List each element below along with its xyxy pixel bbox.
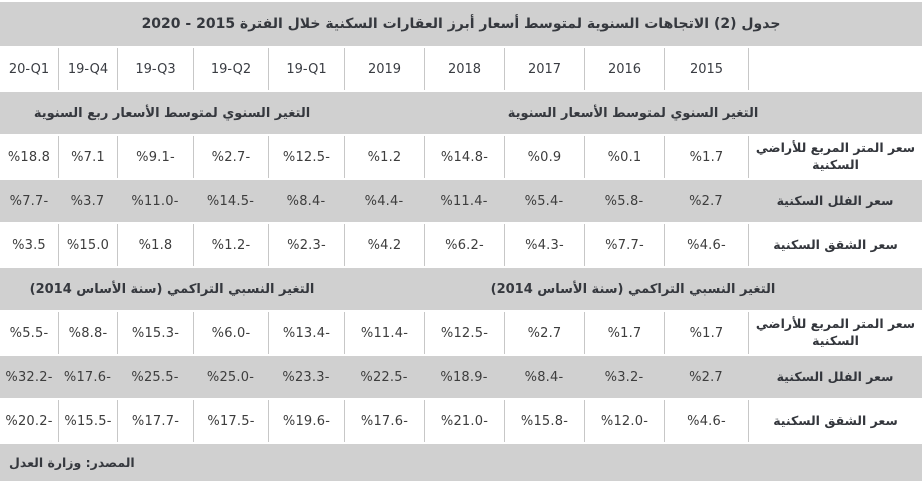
column-header: 2015 [664, 48, 748, 90]
table-row: %18.8 %7.1 %9.1- %2.7- %12.5- %1.2 %14.8… [0, 136, 922, 178]
data-cell: %1.7 [664, 136, 748, 178]
data-cell: %2.7 [504, 312, 584, 354]
data-cell: %1.2 [344, 136, 424, 178]
data-cell: %19.6- [268, 400, 344, 442]
data-cell: %8.4- [268, 180, 344, 222]
column-header: 2019 [344, 48, 424, 90]
row-label-villa-price: سعر الفلل السكنية [748, 180, 922, 222]
section-label-quarterly: التغير السنوي لمتوسط الأسعار ربع السنوية [0, 92, 344, 134]
data-cell: %25.5- [117, 356, 193, 398]
data-cell: %17.5- [193, 400, 268, 442]
data-cell: %2.7 [664, 180, 748, 222]
section-header-row-annual-change: التغير السنوي لمتوسط الأسعار ربع السنوية… [0, 92, 922, 134]
column-header: 2016 [584, 48, 664, 90]
section-label-annual: التغير السنوي لمتوسط الأسعار السنوية [344, 92, 922, 134]
column-header-empty [748, 48, 922, 90]
data-cell: %2.7 [664, 356, 748, 398]
data-cell: %5.5- [0, 312, 58, 354]
column-header-row: 20-Q1 19-Q4 19-Q3 19-Q2 19-Q1 2019 2018 … [0, 48, 922, 90]
data-cell: %15.5- [58, 400, 117, 442]
column-header: 19-Q4 [58, 48, 117, 90]
section-header-row-cumulative-change: التغير النسبي التراكمي (سنة الأساس 2014)… [0, 268, 922, 310]
data-cell: %4.3- [504, 224, 584, 266]
data-cell: %17.6- [58, 356, 117, 398]
data-cell: %4.6- [664, 224, 748, 266]
data-cell: %1.8 [117, 224, 193, 266]
data-cell: %12.5- [268, 136, 344, 178]
data-cell: %17.6- [344, 400, 424, 442]
data-cell: %1.7 [664, 312, 748, 354]
data-cell: %4.4- [344, 180, 424, 222]
section-label-cumulative-quarterly: التغير النسبي التراكمي (سنة الأساس 2014) [0, 268, 344, 310]
data-cell: %3.7 [58, 180, 117, 222]
source-note: المصدر: وزارة العدل [0, 444, 922, 481]
data-cell: %14.5- [193, 180, 268, 222]
data-cell: %18.9- [424, 356, 504, 398]
data-cell: %1.2- [193, 224, 268, 266]
data-cell: %20.2- [0, 400, 58, 442]
row-label-land-sqm-price: سعر المتر المربع للأراضي السكنية [748, 136, 922, 178]
data-cell: %8.8- [58, 312, 117, 354]
data-cell: %13.4- [268, 312, 344, 354]
data-cell: %0.9 [504, 136, 584, 178]
data-cell: %15.8- [504, 400, 584, 442]
data-cell: %7.7- [584, 224, 664, 266]
data-cell: %6.0- [193, 312, 268, 354]
data-cell: %5.8- [584, 180, 664, 222]
real-estate-price-table: 20-Q1 19-Q4 19-Q3 19-Q2 19-Q1 2019 2018 … [0, 46, 922, 444]
table-title: جدول (2) الاتجاهات السنوية لمتوسط أسعار … [0, 2, 922, 46]
table-row: %3.5 %15.0 %1.8 %1.2- %2.3- %4.2 %6.2- %… [0, 224, 922, 266]
data-cell: %17.7- [117, 400, 193, 442]
data-cell: %11.4- [344, 312, 424, 354]
data-cell: %9.1- [117, 136, 193, 178]
row-label-villa-price: سعر الفلل السكنية [748, 356, 922, 398]
column-header: 20-Q1 [0, 48, 58, 90]
data-cell: %8.4- [504, 356, 584, 398]
data-cell: %7.1 [58, 136, 117, 178]
data-cell: %11.4- [424, 180, 504, 222]
table-row: %32.2- %17.6- %25.5- %25.0- %23.3- %22.5… [0, 356, 922, 398]
data-cell: %15.0 [58, 224, 117, 266]
data-cell: %4.6- [664, 400, 748, 442]
row-label-land-sqm-price: سعر المتر المربع للأراضي السكنية [748, 312, 922, 354]
table-row: %7.7- %3.7 %11.0- %14.5- %8.4- %4.4- %11… [0, 180, 922, 222]
data-cell: %25.0- [193, 356, 268, 398]
data-cell: %14.8- [424, 136, 504, 178]
table-row: %20.2- %15.5- %17.7- %17.5- %19.6- %17.6… [0, 400, 922, 442]
row-label-apartment-price: سعر الشقق السكنية [748, 224, 922, 266]
column-header: 19-Q2 [193, 48, 268, 90]
data-cell: %0.1 [584, 136, 664, 178]
data-cell: %3.5 [0, 224, 58, 266]
data-cell: %18.8 [0, 136, 58, 178]
row-label-apartment-price: سعر الشقق السكنية [748, 400, 922, 442]
column-header: 2018 [424, 48, 504, 90]
data-cell: %12.5- [424, 312, 504, 354]
section-label-cumulative-annual: التغير النسبي التراكمي (سنة الأساس 2014) [344, 268, 922, 310]
column-header: 2017 [504, 48, 584, 90]
data-cell: %5.4- [504, 180, 584, 222]
column-header: 19-Q3 [117, 48, 193, 90]
data-cell: %6.2- [424, 224, 504, 266]
column-header: 19-Q1 [268, 48, 344, 90]
data-cell: %7.7- [0, 180, 58, 222]
data-cell: %2.3- [268, 224, 344, 266]
data-cell: %3.2- [584, 356, 664, 398]
data-cell: %4.2 [344, 224, 424, 266]
data-cell: %2.7- [193, 136, 268, 178]
data-cell: %11.0- [117, 180, 193, 222]
data-cell: %23.3- [268, 356, 344, 398]
data-cell: %32.2- [0, 356, 58, 398]
table-row: %5.5- %8.8- %15.3- %6.0- %13.4- %11.4- %… [0, 312, 922, 354]
data-cell: %1.7 [584, 312, 664, 354]
data-cell: %21.0- [424, 400, 504, 442]
data-cell: %12.0- [584, 400, 664, 442]
data-cell: %15.3- [117, 312, 193, 354]
data-cell: %22.5- [344, 356, 424, 398]
